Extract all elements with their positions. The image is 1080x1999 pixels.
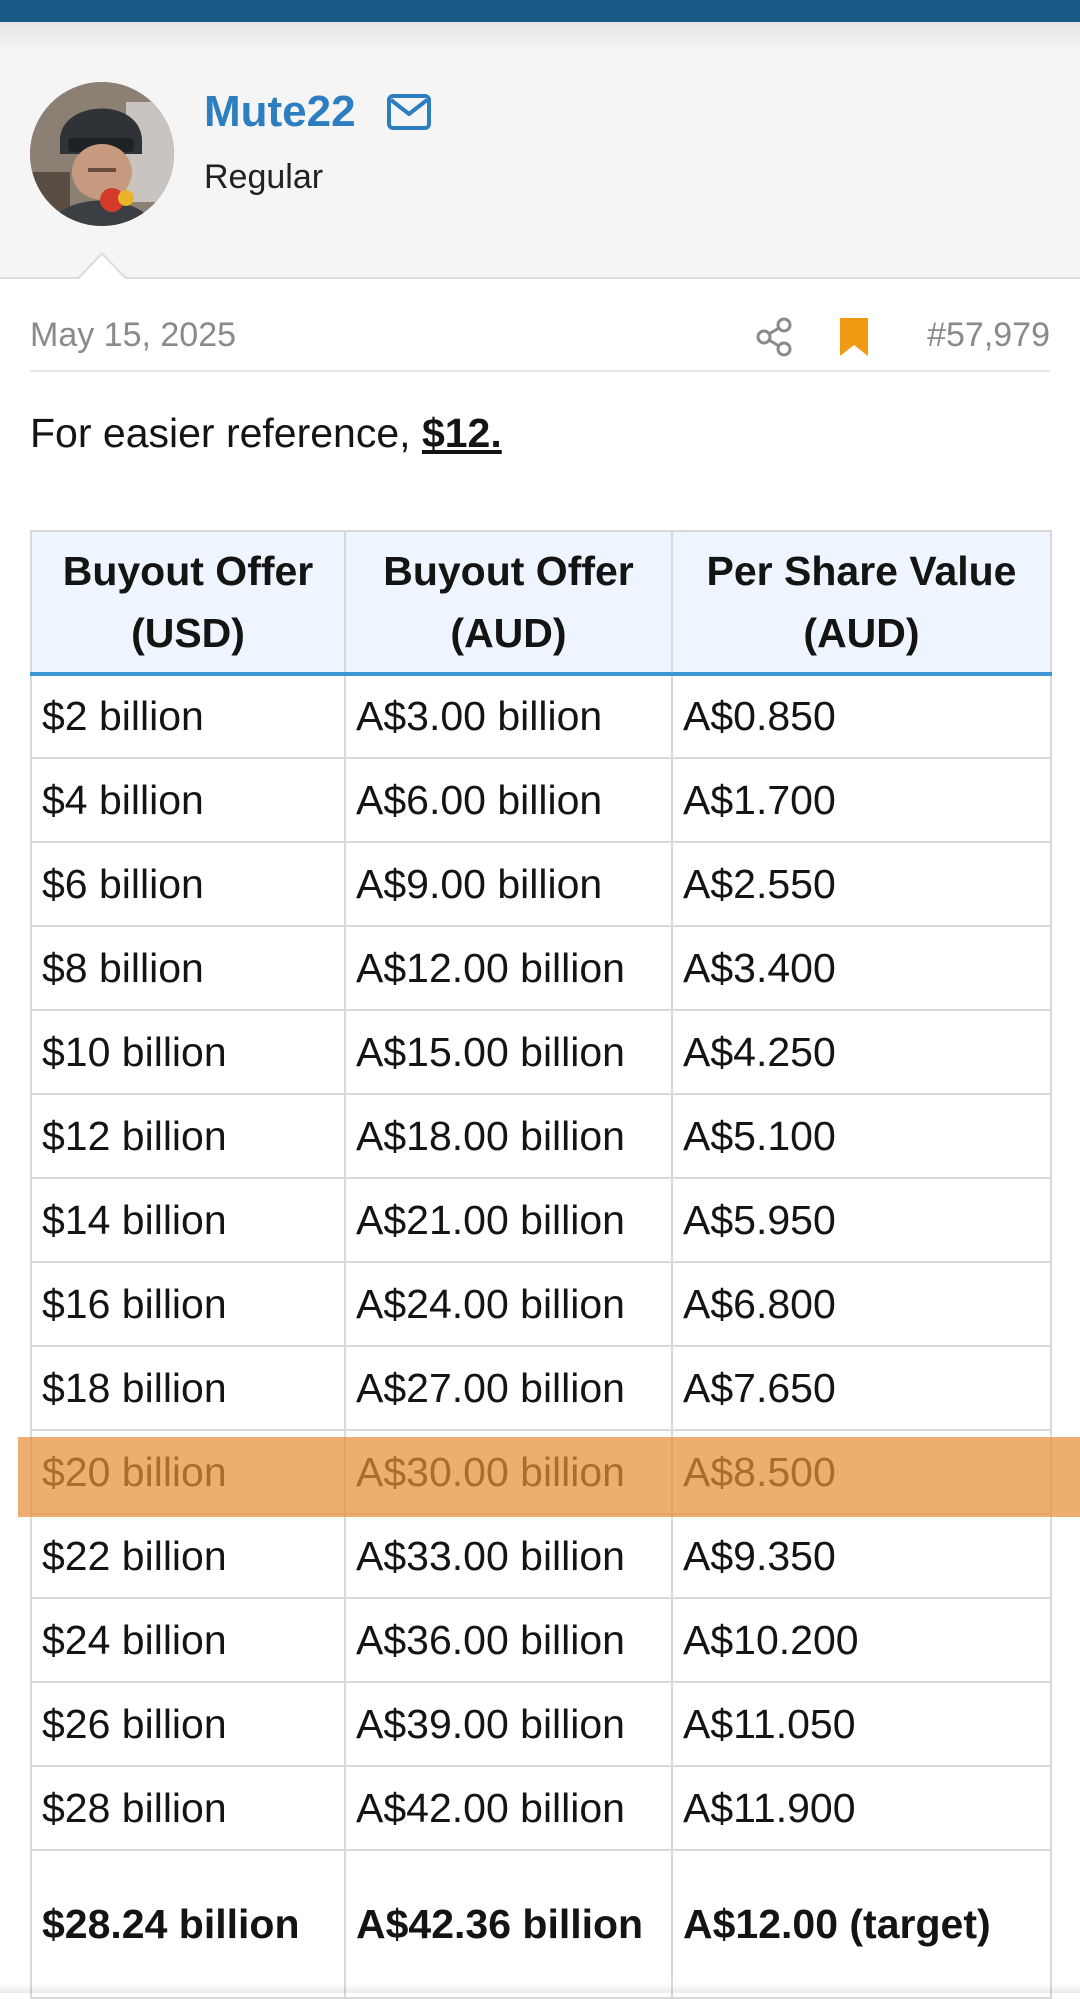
- table-row: $12 billion A$18.00 billion A$5.100: [30, 1093, 1052, 1179]
- table-row-highlighted: $20 billion A$30.00 billion A$8.500: [30, 1429, 1052, 1515]
- table-cell: A$12.00 billion: [344, 925, 673, 1011]
- table-row: $14 billion A$21.00 billion A$5.950: [30, 1177, 1052, 1263]
- table-cell: $2 billion: [30, 673, 346, 759]
- post-date[interactable]: May 15, 2025: [30, 316, 237, 354]
- post-text-prefix: For easier reference,: [30, 410, 422, 456]
- avatar-image: [30, 82, 174, 226]
- table-row: $26 billion A$39.00 billion A$11.050: [30, 1681, 1052, 1767]
- table-cell: $26 billion: [30, 1681, 346, 1767]
- avatar[interactable]: [30, 82, 174, 226]
- table-cell: $10 billion: [30, 1009, 346, 1095]
- table-row-target: $28.24 billion A$42.36 billion A$12.00 (ta…: [30, 1849, 1052, 1999]
- reference-link[interactable]: $12.: [421, 410, 502, 456]
- author-username[interactable]: Mute22: [204, 87, 356, 136]
- envelope-icon[interactable]: [386, 92, 432, 132]
- table-cell: A$18.00 billion: [344, 1093, 673, 1179]
- table-cell: A$7.650: [671, 1345, 1052, 1431]
- table-row: $28 billion A$42.00 billion A$11.900: [30, 1765, 1052, 1851]
- table-cell: $20 billion: [30, 1429, 346, 1515]
- table-cell: A$5.100: [671, 1093, 1052, 1179]
- buyout-table: Buyout Offer (USD) Buyout Offer (AUD) Per …: [30, 530, 1052, 1999]
- table-cell: $16 billion: [30, 1261, 346, 1347]
- header-buyout-aud: Buyout Offer (AUD): [344, 530, 673, 676]
- table-cell: A$5.950: [671, 1177, 1052, 1263]
- table-cell: A$3.400: [671, 925, 1052, 1011]
- table-cell: A$1.700: [671, 757, 1052, 843]
- table-cell: A$6.800: [671, 1261, 1052, 1347]
- table-cell: A$27.00 billion: [344, 1345, 673, 1431]
- table-header-row: Buyout Offer (USD) Buyout Offer (AUD) Per …: [30, 530, 1052, 676]
- table-cell: A$2.550: [671, 841, 1052, 927]
- table-body: $2 billion A$3.00 billion A$0.850 $4 billio…: [30, 673, 1052, 1999]
- table-cell: $12 billion: [30, 1093, 346, 1179]
- table-row: $6 billion A$9.00 billion A$2.550: [30, 841, 1052, 927]
- table-cell: A$24.00 billion: [344, 1261, 673, 1347]
- header-per-share-aud: Per Share Value (AUD): [671, 530, 1052, 676]
- table-cell: $24 billion: [30, 1597, 346, 1683]
- bookmark-icon[interactable]: [838, 316, 870, 358]
- post-meta-bar: May 15, 2025 #57,979: [30, 306, 1050, 372]
- table-row: $8 billion A$12.00 billion A$3.400: [30, 925, 1052, 1011]
- table-row: $16 billion A$24.00 billion A$6.800: [30, 1261, 1052, 1347]
- table-cell: $28.24 billion: [30, 1849, 346, 1999]
- buyout-table-container: Buyout Offer (USD) Buyout Offer (AUD) Per …: [30, 530, 1052, 1999]
- table-cell: $8 billion: [30, 925, 346, 1011]
- table-cell: A$36.00 billion: [344, 1597, 673, 1683]
- table-cell: $22 billion: [30, 1513, 346, 1599]
- table-row: $18 billion A$27.00 billion A$7.650: [30, 1345, 1052, 1431]
- table-cell: $4 billion: [30, 757, 346, 843]
- table-row: $2 billion A$3.00 billion A$0.850: [30, 673, 1052, 759]
- table-cell: A$4.250: [671, 1009, 1052, 1095]
- table-cell: A$30.00 billion: [344, 1429, 673, 1515]
- table-cell: A$11.900: [671, 1765, 1052, 1851]
- table-cell: A$12.00 (target): [671, 1849, 1052, 1999]
- bottom-edge-shadow: [0, 1983, 1080, 1993]
- table-cell: A$39.00 billion: [344, 1681, 673, 1767]
- header-buyout-usd: Buyout Offer (USD): [30, 530, 346, 676]
- post-author-panel: [0, 50, 1080, 279]
- post-body-text: For easier reference, $12.: [30, 410, 502, 457]
- share-icon[interactable]: [754, 316, 796, 358]
- table-cell: A$3.00 billion: [344, 673, 673, 759]
- site-header-bar: [0, 0, 1080, 22]
- table-cell: A$9.00 billion: [344, 841, 673, 927]
- table-row: $10 billion A$15.00 billion A$4.250: [30, 1009, 1052, 1095]
- table-cell: A$42.36 billion: [344, 1849, 673, 1999]
- table-cell: A$6.00 billion: [344, 757, 673, 843]
- post-number-link[interactable]: #57,979: [927, 316, 1050, 354]
- table-cell: A$10.200: [671, 1597, 1052, 1683]
- table-cell: A$0.850: [671, 673, 1052, 759]
- table-cell: $14 billion: [30, 1177, 346, 1263]
- author-panel-pointer: [76, 252, 128, 280]
- table-row: $24 billion A$36.00 billion A$10.200: [30, 1597, 1052, 1683]
- table-cell: A$21.00 billion: [344, 1177, 673, 1263]
- header-shadow: [0, 22, 1080, 50]
- table-cell: A$42.00 billion: [344, 1765, 673, 1851]
- table-row: $4 billion A$6.00 billion A$1.700: [30, 757, 1052, 843]
- table-cell: A$8.500: [671, 1429, 1052, 1515]
- table-cell: $18 billion: [30, 1345, 346, 1431]
- table-cell: A$9.350: [671, 1513, 1052, 1599]
- table-cell: $6 billion: [30, 841, 346, 927]
- table-cell: A$15.00 billion: [344, 1009, 673, 1095]
- table-row: $22 billion A$33.00 billion A$9.350: [30, 1513, 1052, 1599]
- table-cell: A$11.050: [671, 1681, 1052, 1767]
- table-cell: $28 billion: [30, 1765, 346, 1851]
- table-cell: A$33.00 billion: [344, 1513, 673, 1599]
- author-role: Regular: [204, 158, 324, 196]
